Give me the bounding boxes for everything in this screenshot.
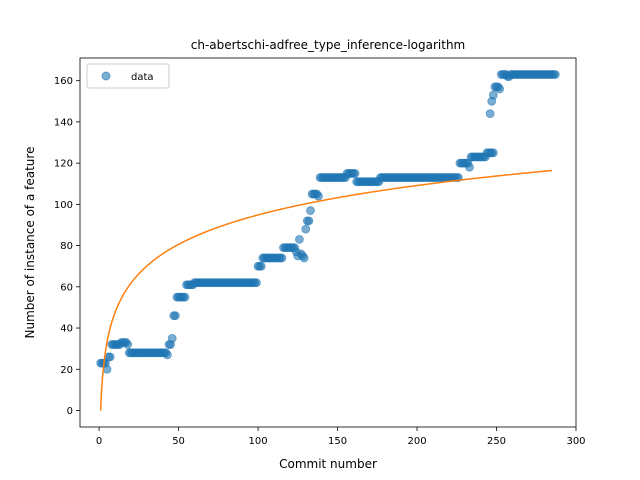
legend-entry-data: data	[131, 72, 154, 83]
data-point	[550, 70, 560, 79]
x-axis-label: Commit number	[279, 457, 377, 471]
data-point	[277, 253, 287, 263]
data-point	[180, 292, 190, 302]
data-point	[488, 90, 498, 100]
x-tick-label: 150	[328, 436, 347, 447]
data-point	[256, 261, 266, 271]
data-point	[299, 253, 309, 263]
x-tick-label: 100	[249, 436, 268, 447]
data-point	[163, 350, 172, 360]
y-axis-ticks: 0 20 40 60 80 100 120 140 160	[54, 76, 80, 417]
data-point	[123, 340, 133, 349]
y-tick-label: 100	[54, 200, 73, 211]
x-tick-label: 0	[96, 436, 102, 447]
data-point	[465, 162, 474, 172]
legend-box	[86, 63, 170, 89]
data-point	[306, 206, 315, 215]
x-tick-label: 50	[172, 436, 185, 447]
data-point	[167, 333, 177, 343]
data-point	[294, 235, 304, 244]
data-point	[350, 169, 360, 178]
y-tick-label: 60	[60, 282, 73, 293]
data-points	[96, 70, 560, 374]
legend: data	[86, 63, 170, 89]
data-point	[314, 191, 323, 201]
x-tick-label: 200	[407, 436, 426, 447]
data-point	[252, 278, 261, 288]
fit-line-group	[99, 169, 553, 411]
chart-title: ch-abertschi-adfree_type_inference-logar…	[191, 38, 466, 52]
data-point	[488, 148, 498, 158]
y-tick-label: 40	[60, 324, 73, 335]
plot-area	[79, 57, 577, 428]
y-tick-label: 0	[67, 406, 73, 417]
y-tick-label: 160	[54, 76, 73, 87]
data-point	[485, 109, 495, 119]
y-tick-label: 140	[54, 117, 73, 128]
y-tick-label: 20	[60, 365, 73, 376]
data-point	[304, 216, 314, 226]
x-tick-label: 300	[566, 436, 585, 447]
y-tick-label: 120	[54, 159, 73, 170]
axes-frame	[79, 57, 577, 428]
x-axis-ticks: 0 50 100 150 200 250 300	[96, 427, 586, 447]
data-point	[105, 352, 115, 362]
fit-line	[99, 169, 553, 411]
x-tick-label: 250	[487, 436, 506, 447]
legend-marker-data	[101, 71, 111, 81]
y-tick-label: 80	[60, 241, 73, 252]
data-point	[301, 224, 311, 234]
data-point	[495, 84, 505, 94]
data-point	[170, 311, 180, 321]
y-axis-label: Number of instance of a feature	[23, 147, 37, 339]
